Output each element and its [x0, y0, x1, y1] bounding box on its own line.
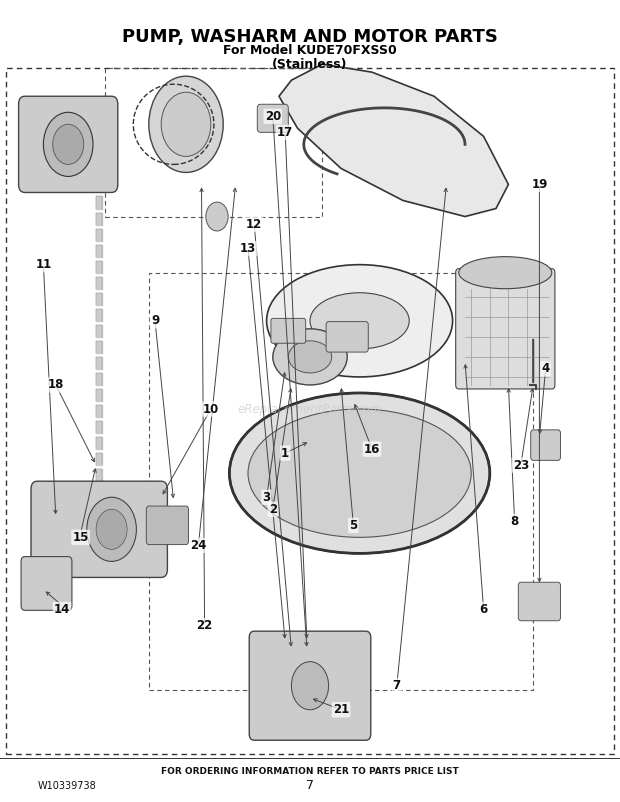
- FancyBboxPatch shape: [531, 430, 560, 460]
- Text: 5: 5: [349, 519, 358, 532]
- Circle shape: [291, 662, 329, 710]
- Text: 18: 18: [48, 379, 64, 391]
- FancyBboxPatch shape: [146, 506, 188, 545]
- FancyBboxPatch shape: [19, 96, 118, 192]
- Text: 6: 6: [479, 603, 488, 616]
- Text: 15: 15: [73, 531, 89, 544]
- FancyBboxPatch shape: [271, 318, 306, 343]
- Ellipse shape: [310, 293, 409, 349]
- Text: For Model KUDE70FXSS0: For Model KUDE70FXSS0: [223, 44, 397, 57]
- Text: 1: 1: [281, 447, 290, 460]
- FancyBboxPatch shape: [21, 557, 72, 610]
- Polygon shape: [279, 64, 508, 217]
- Ellipse shape: [288, 341, 332, 373]
- Ellipse shape: [267, 265, 453, 377]
- Text: 8: 8: [510, 515, 519, 528]
- Text: 2: 2: [268, 503, 277, 516]
- Bar: [6, 68, 614, 754]
- Circle shape: [87, 497, 136, 561]
- FancyBboxPatch shape: [456, 269, 555, 389]
- Bar: [149, 273, 533, 690]
- Text: PUMP, WASHARM AND MOTOR PARTS: PUMP, WASHARM AND MOTOR PARTS: [122, 28, 498, 46]
- Text: 21: 21: [333, 703, 349, 716]
- Circle shape: [161, 92, 211, 156]
- Text: 20: 20: [265, 110, 281, 123]
- Circle shape: [43, 112, 93, 176]
- Text: 4: 4: [541, 363, 550, 375]
- Text: 10: 10: [203, 403, 219, 415]
- Text: 12: 12: [246, 218, 262, 231]
- FancyBboxPatch shape: [249, 631, 371, 740]
- Text: 7: 7: [306, 780, 314, 792]
- Ellipse shape: [248, 409, 471, 537]
- Text: 7: 7: [392, 679, 401, 692]
- Text: 22: 22: [197, 619, 213, 632]
- Text: 19: 19: [531, 178, 547, 191]
- Text: 14: 14: [54, 603, 70, 616]
- FancyBboxPatch shape: [31, 481, 167, 577]
- Text: 13: 13: [240, 242, 256, 255]
- Circle shape: [96, 509, 127, 549]
- Ellipse shape: [459, 257, 552, 289]
- Text: 3: 3: [262, 491, 271, 504]
- Text: 23: 23: [513, 459, 529, 472]
- Text: eReplacementParts.com: eReplacementParts.com: [238, 403, 382, 415]
- Text: 9: 9: [151, 314, 159, 327]
- Circle shape: [206, 202, 228, 231]
- FancyBboxPatch shape: [518, 582, 560, 621]
- Text: 17: 17: [277, 126, 293, 139]
- Ellipse shape: [229, 393, 490, 553]
- FancyBboxPatch shape: [257, 104, 288, 132]
- Text: 24: 24: [190, 539, 206, 552]
- Ellipse shape: [273, 329, 347, 385]
- Circle shape: [53, 124, 84, 164]
- Text: 16: 16: [364, 443, 380, 456]
- Text: FOR ORDERING INFORMATION REFER TO PARTS PRICE LIST: FOR ORDERING INFORMATION REFER TO PARTS …: [161, 767, 459, 776]
- Bar: [105, 68, 322, 217]
- Circle shape: [149, 76, 223, 172]
- Text: 11: 11: [35, 258, 51, 271]
- Text: (Stainless): (Stainless): [272, 58, 348, 71]
- FancyBboxPatch shape: [326, 322, 368, 352]
- Text: W10339738: W10339738: [37, 781, 96, 791]
